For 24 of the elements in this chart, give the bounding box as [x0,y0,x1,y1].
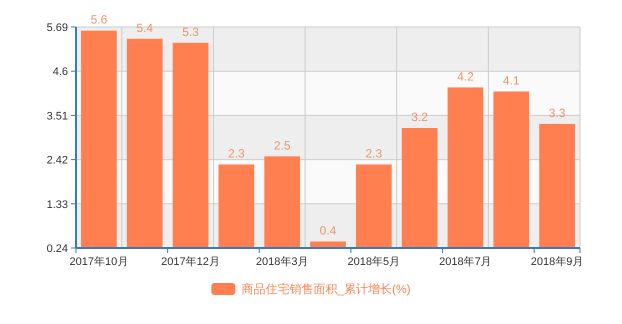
x-tick-label: 2018年3月 [256,256,308,268]
x-tick-label: 2018年7月 [439,256,492,268]
data-label: 2.3 [228,146,246,160]
y-tick-label: 2.42 [46,154,68,167]
y-tick-label: 3.51 [46,110,68,122]
x-tick-label: 2017年12月 [161,256,220,268]
x-tick-label: 2018年5月 [348,256,400,268]
data-label: 2.5 [274,138,291,152]
data-label: 3.3 [548,106,566,120]
legend: 商品住宅销售面积_累计增长(%) [211,282,411,296]
y-tick-label: 4.6 [52,66,68,78]
data-label: 3.2 [411,110,428,124]
data-label: 0.4 [320,224,337,238]
data-label: 4.1 [502,73,520,88]
data-label: 4.2 [457,69,474,84]
y-tick-label: 0.24 [46,243,68,255]
data-label: 5.3 [182,24,200,39]
y-tick-label: 5.69 [46,22,68,34]
y-tick-label: 1.33 [46,198,68,211]
data-label: 2.3 [365,146,382,160]
x-tick-label: 2017年10月 [70,256,128,268]
data-label: 5.6 [90,12,108,27]
x-tick-label: 2018年9月 [530,256,584,268]
data-label: 5.4 [136,20,154,35]
